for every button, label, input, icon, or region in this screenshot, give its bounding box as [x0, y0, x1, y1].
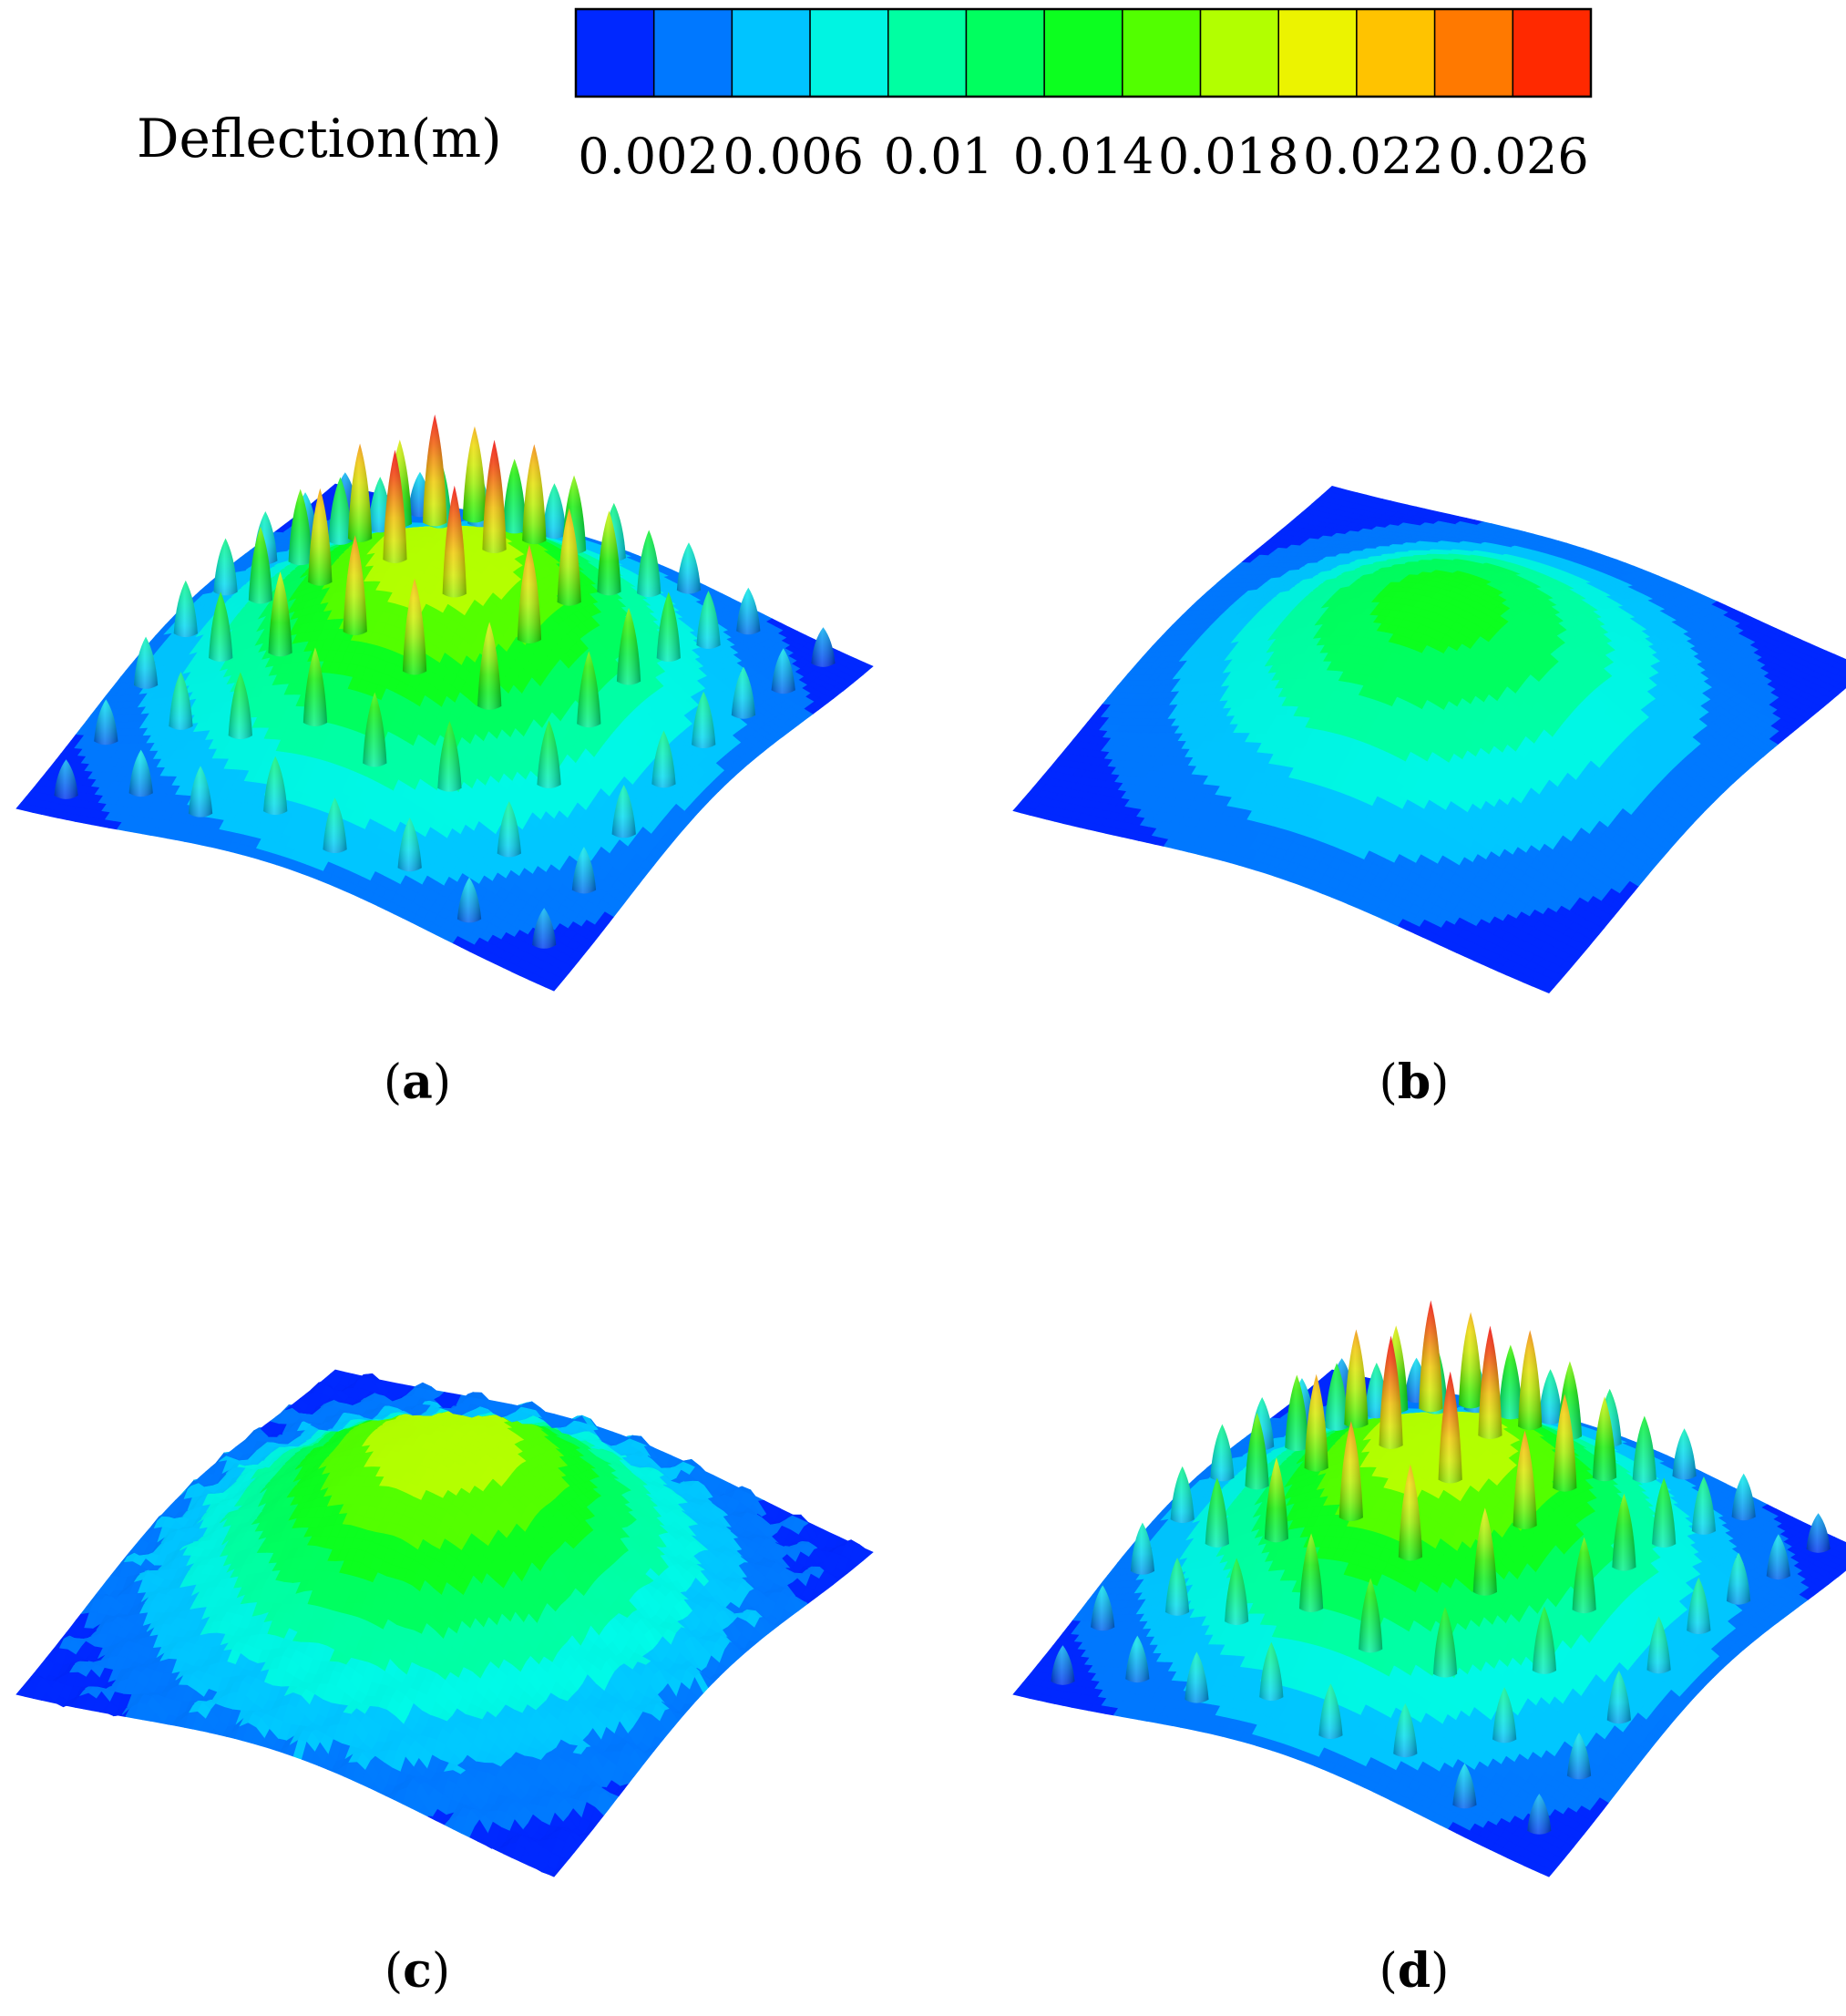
- colorbar-level: [1043, 8, 1123, 98]
- colorbar-level: [1199, 8, 1279, 98]
- surface-panel-c: [15, 1369, 874, 1877]
- colorbar-frame: [574, 7, 1593, 98]
- panels: (a) (b) (c) (d): [15, 414, 1846, 1999]
- colorbar-level: [1356, 8, 1436, 98]
- colorbar-ticks: 0.002 0.006 0.01 0.014 0.018 0.022 0.026: [578, 128, 1588, 185]
- colorbar: [574, 7, 1593, 98]
- panel-caption-a: (a): [384, 1054, 451, 1110]
- colorbar-tick-label: 0.026: [1448, 128, 1589, 185]
- panel-label: a: [402, 1054, 433, 1110]
- colorbar-level: [1433, 8, 1514, 98]
- surface-mesh: [1012, 1369, 1846, 1877]
- colorbar-level: [1277, 8, 1358, 98]
- colorbar-level: [887, 8, 968, 98]
- panel-label: d: [1398, 1943, 1431, 1999]
- panel-caption-d: (d): [1379, 1943, 1450, 1999]
- surface-panel-d: [1012, 1300, 1846, 1877]
- colorbar-level: [575, 8, 655, 98]
- colorbar-level: [652, 8, 733, 98]
- colorbar-tick-label: 0.01: [884, 128, 993, 185]
- panel-caption-c: (c): [385, 1943, 450, 1999]
- colorbar-tick-label: 0.006: [723, 128, 864, 185]
- surface-mesh: [1012, 486, 1846, 993]
- colorbar-title: Deflection(m): [137, 108, 502, 170]
- colorbar-level: [1122, 8, 1202, 98]
- surface-panel-b: [1012, 486, 1846, 993]
- surface-panel-a: [15, 414, 874, 992]
- colorbar-tick-label: 0.018: [1158, 128, 1299, 185]
- colorbar-tick-label: 0.022: [1303, 128, 1444, 185]
- colorbar-level: [809, 8, 889, 98]
- colorbar-level: [731, 8, 811, 98]
- panel-caption-b: (b): [1379, 1054, 1450, 1110]
- colorbar-level: [1512, 8, 1592, 98]
- panel-label: c: [403, 1943, 432, 1999]
- panel-label: b: [1398, 1054, 1431, 1110]
- spikes: [54, 414, 836, 949]
- colorbar-tick-label: 0.014: [1013, 128, 1154, 185]
- colorbar-tick-label: 0.002: [578, 128, 719, 185]
- surface-mesh: [15, 1369, 874, 1877]
- colorbar-level: [965, 8, 1045, 98]
- spikes: [1051, 1300, 1831, 1835]
